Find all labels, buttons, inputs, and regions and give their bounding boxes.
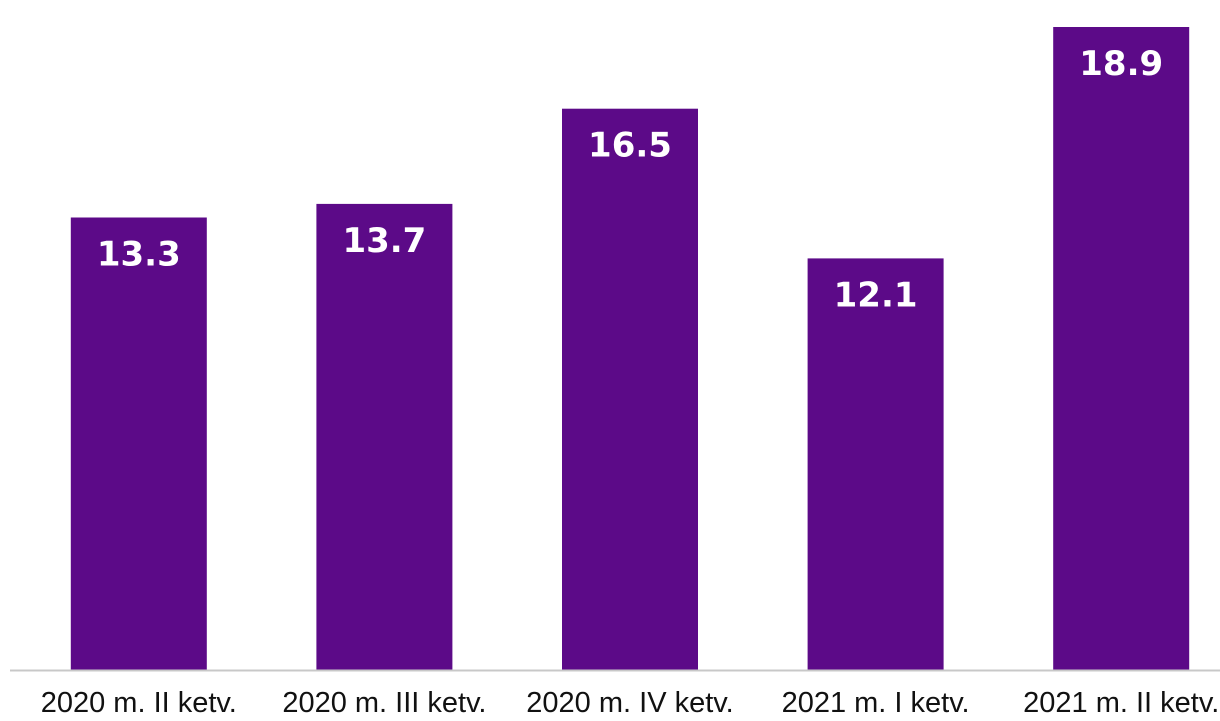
category-label-1: 2020 m. III ketv.: [282, 687, 486, 719]
bar-4: [1053, 27, 1190, 670]
category-labels-layer: 2020 m. II ketv. 2020 m. III ketv. 2020 m.…: [41, 687, 1220, 719]
data-label-2: 16.5: [588, 126, 672, 166]
bar-2: [562, 108, 698, 670]
bar-1: [316, 203, 453, 670]
category-label-3: 2021 m. I ketv.: [782, 687, 970, 719]
bar-0: [70, 217, 207, 670]
data-labels-layer: 13.3 13.7 16.5 12.1 18.9: [97, 44, 1163, 315]
category-label-2: 2020 m. IV ketv.: [526, 687, 733, 719]
data-label-4: 18.9: [1079, 44, 1163, 84]
data-label-0: 13.3: [97, 235, 181, 275]
category-label-0: 2020 m. II ketv.: [41, 687, 237, 719]
category-label-4: 2021 m. II ketv.: [1023, 687, 1219, 719]
data-label-3: 12.1: [834, 275, 918, 315]
data-label-1: 13.7: [342, 221, 426, 261]
bar-3: [807, 258, 944, 670]
bars-layer: [70, 27, 1190, 670]
